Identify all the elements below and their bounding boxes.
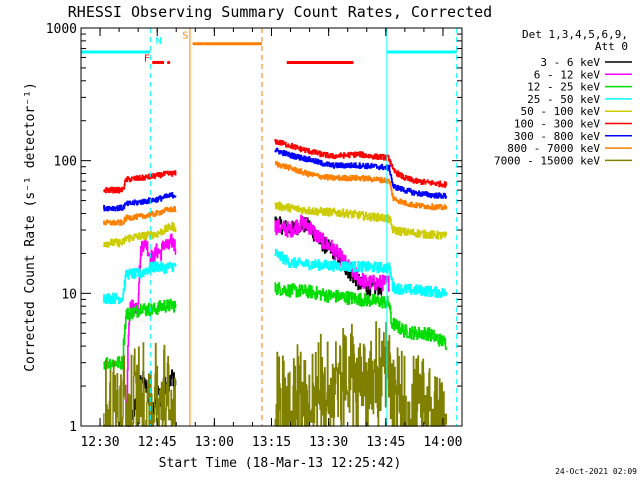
series-1: [126, 214, 390, 426]
series-3-trace-1: [103, 261, 177, 305]
y-tick-label-3: 1000: [46, 22, 77, 37]
series-5: [103, 139, 448, 194]
chart-title: RHESSI Observing Summary Count Rates, Co…: [68, 3, 492, 21]
series-5-trace-2: [274, 139, 448, 188]
legend-header-line-1: Det 1,3,4,5,6,9,: [522, 28, 628, 41]
axes: 12:30 12:45 13:00 13:15 13:30 13:45 14:00 1 10 10…: [46, 22, 463, 450]
legend-header-line-2: Att 0: [595, 40, 628, 53]
annotation-dot-10: [167, 60, 171, 65]
x-tick-label-3: 13:15: [252, 435, 291, 450]
series-7-trace-1: [103, 206, 177, 226]
series-4: [103, 201, 448, 248]
series-6: [103, 147, 448, 212]
series-4-trace-2: [274, 201, 448, 240]
footer-date: 24-Oct-2021 02:09: [555, 467, 637, 476]
legend-label-4: 50 - 100 keV: [521, 105, 601, 118]
series-7: [103, 160, 448, 226]
series-3-trace-2: [274, 248, 448, 298]
y-tick-label-0: 1: [69, 420, 77, 435]
plot-area: FN S: [81, 28, 458, 427]
legend-label-1: 6 - 12 keV: [534, 68, 601, 81]
series-4-trace-1: [103, 222, 177, 248]
series-8: [103, 321, 447, 427]
x-tick-label-2: 13:00: [195, 435, 234, 450]
series-7-trace-2: [275, 160, 448, 211]
legend-label-0: 3 - 6 keV: [540, 56, 600, 69]
series-5-trace-1: [103, 170, 177, 194]
series-2-trace-1: [103, 298, 177, 370]
state-label-s: S: [182, 31, 188, 42]
legend-label-5: 100 - 300 keV: [514, 118, 600, 131]
x-tick-label-0: 12:30: [80, 435, 119, 450]
legend-label-3: 25 - 50 keV: [527, 93, 600, 106]
series-6-trace-1: [103, 192, 177, 212]
y-tick-label-2: 100: [54, 155, 77, 170]
series-6-trace-2: [274, 147, 448, 199]
series-8-trace-2: [274, 321, 447, 427]
x-tick-label-5: 13:45: [366, 435, 405, 450]
y-axis-label: Corrected Count Rate (s⁻¹ detector⁻¹): [23, 82, 38, 372]
legend-label-7: 800 - 7000 keV: [507, 142, 600, 155]
series-8-trace-1: [103, 342, 177, 427]
state-label-f: F: [144, 53, 150, 64]
x-tick-label-4: 13:30: [309, 435, 348, 450]
legend-label-2: 12 - 25 keV: [527, 81, 600, 94]
series-3: [103, 248, 448, 305]
state-label-n: N: [156, 36, 162, 47]
series-1-trace-2: [274, 214, 390, 292]
series-1-trace-1: [126, 233, 177, 426]
x-tick-label-1: 12:45: [138, 435, 177, 450]
series-2-trace-2: [274, 282, 448, 350]
x-tick-label-6: 14:00: [423, 435, 462, 450]
series-2: [103, 282, 448, 370]
legend-label-8: 7000 - 15000 keV: [494, 154, 600, 167]
y-tick-label-1: 10: [61, 287, 77, 302]
x-axis-label: Start Time (18-Mar-13 12:25:42): [159, 456, 402, 471]
legend-label-6: 300 - 800 keV: [514, 130, 600, 143]
